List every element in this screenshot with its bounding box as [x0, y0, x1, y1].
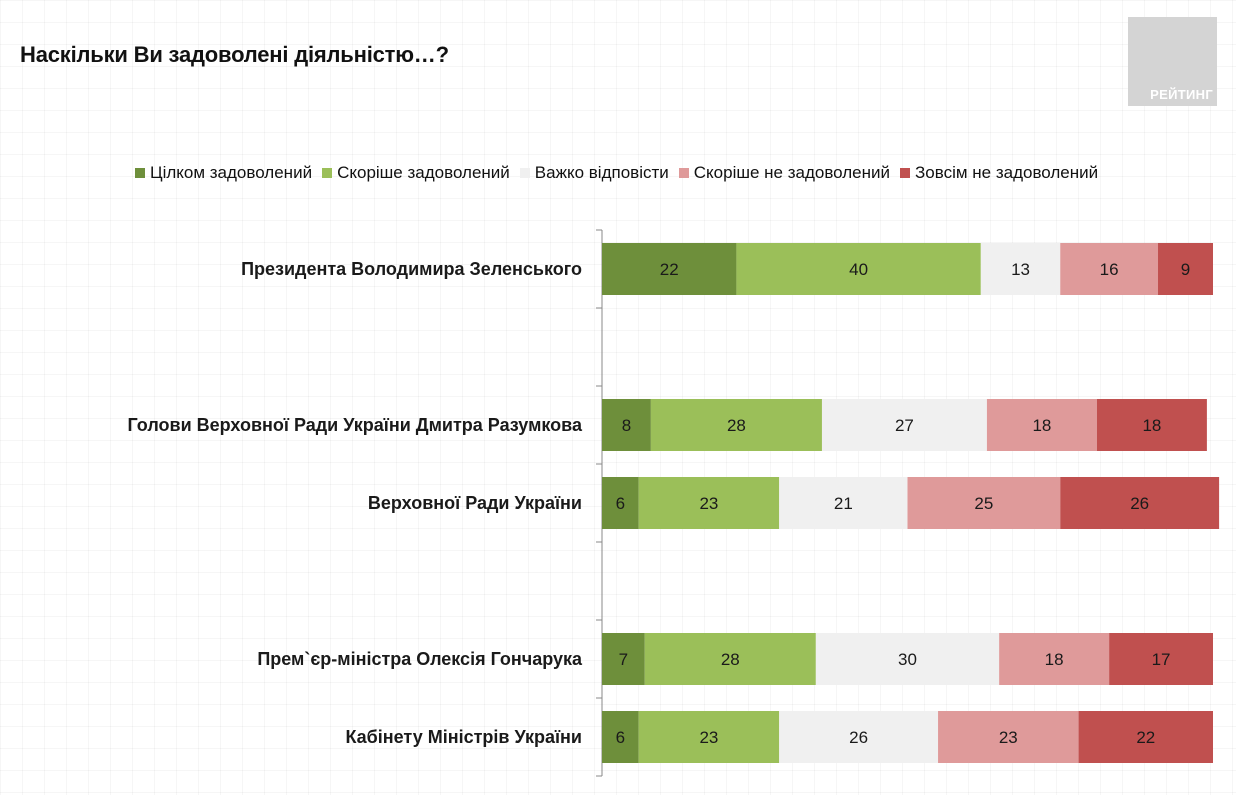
data-label: 18	[1142, 416, 1161, 435]
legend-swatch	[322, 168, 333, 178]
data-label: 18	[1032, 416, 1051, 435]
data-label: 23	[699, 728, 718, 747]
bar-segment	[1060, 243, 1159, 295]
bar-segment	[638, 711, 780, 763]
data-label: 13	[1011, 260, 1030, 279]
bar-segment	[638, 477, 780, 529]
bar-segment	[602, 477, 639, 529]
data-label: 25	[974, 494, 993, 513]
legend-swatch	[135, 168, 145, 178]
chart-title: Наскільки Ви задоволені діяльністю…?	[20, 42, 449, 67]
bar-segment	[1158, 243, 1213, 295]
bar-segment	[736, 243, 981, 295]
data-label: 30	[898, 650, 917, 669]
data-label: 7	[619, 650, 628, 669]
chart-legend: Цілком задоволений Скоріше задоволений В…	[135, 163, 1098, 183]
legend-item-hard-to-say: Важко відповісти	[519, 163, 669, 183]
rating-logo: РЕЙТИНГ	[1128, 17, 1217, 106]
data-label: 23	[699, 494, 718, 513]
data-label: 28	[727, 416, 746, 435]
bar-segment	[602, 711, 639, 763]
bar-segment	[650, 399, 822, 451]
category-label: Президента Володимира Зеленського	[241, 259, 582, 279]
bar-segment	[779, 711, 939, 763]
bar-segment	[980, 243, 1061, 295]
logo-text: РЕЙТИНГ	[1150, 87, 1213, 102]
data-label: 6	[616, 494, 625, 513]
bar-segment	[602, 243, 737, 295]
bar-segment	[1109, 633, 1213, 685]
data-label: 27	[895, 416, 914, 435]
legend-label: Зовсім не задоволений	[915, 163, 1099, 182]
data-label: 17	[1152, 650, 1171, 669]
data-label: 16	[1100, 260, 1119, 279]
bar-segment	[907, 477, 1061, 529]
data-label: 9	[1181, 260, 1190, 279]
bar-segment	[938, 711, 1079, 763]
bar-segment	[999, 633, 1110, 685]
category-label: Кабінету Міністрів України	[345, 727, 582, 747]
legend-label: Важко відповісти	[534, 163, 669, 182]
bar-segment	[1078, 711, 1213, 763]
category-label: Голови Верховної Ради України Дмитра Раз…	[127, 415, 583, 435]
data-label: 8	[622, 416, 631, 435]
legend-item-fully-dissatisfied: Зовсім не задоволений	[900, 163, 1098, 183]
legend-swatch	[678, 168, 689, 178]
data-label: 18	[1045, 650, 1064, 669]
bar-segment	[821, 399, 987, 451]
category-label: Верховної Ради України	[368, 493, 582, 513]
data-label: 26	[849, 728, 868, 747]
legend-item-rather-dissatisfied: Скоріше не задоволений	[678, 163, 891, 183]
legend-swatch	[519, 168, 530, 178]
data-label: 6	[616, 728, 625, 747]
data-label: 22	[660, 260, 679, 279]
legend-label: Цілком задоволений	[150, 163, 313, 182]
legend-item-fully-satisfied: Цілком задоволений	[135, 163, 312, 183]
legend-label: Скоріше задоволений	[337, 163, 510, 182]
bar-segment	[986, 399, 1097, 451]
bar-segment	[602, 633, 645, 685]
bar-segment	[779, 477, 908, 529]
legend-item-rather-satisfied: Скоріше задоволений	[322, 163, 510, 183]
bar-segment	[1060, 477, 1220, 529]
legend-swatch	[900, 168, 911, 178]
data-label: 21	[834, 494, 853, 513]
bar-segment	[815, 633, 1000, 685]
data-label: 40	[849, 260, 868, 279]
data-label: 28	[721, 650, 740, 669]
data-label: 23	[999, 728, 1018, 747]
bar-segment	[644, 633, 816, 685]
bar-segment	[1096, 399, 1207, 451]
category-label: Прем`єр-міністра Олексія Гончарука	[257, 649, 583, 669]
data-label: 22	[1136, 728, 1155, 747]
legend-label: Скоріше не задоволений	[693, 163, 891, 182]
data-label: 26	[1130, 494, 1149, 513]
bar-segment	[602, 399, 651, 451]
